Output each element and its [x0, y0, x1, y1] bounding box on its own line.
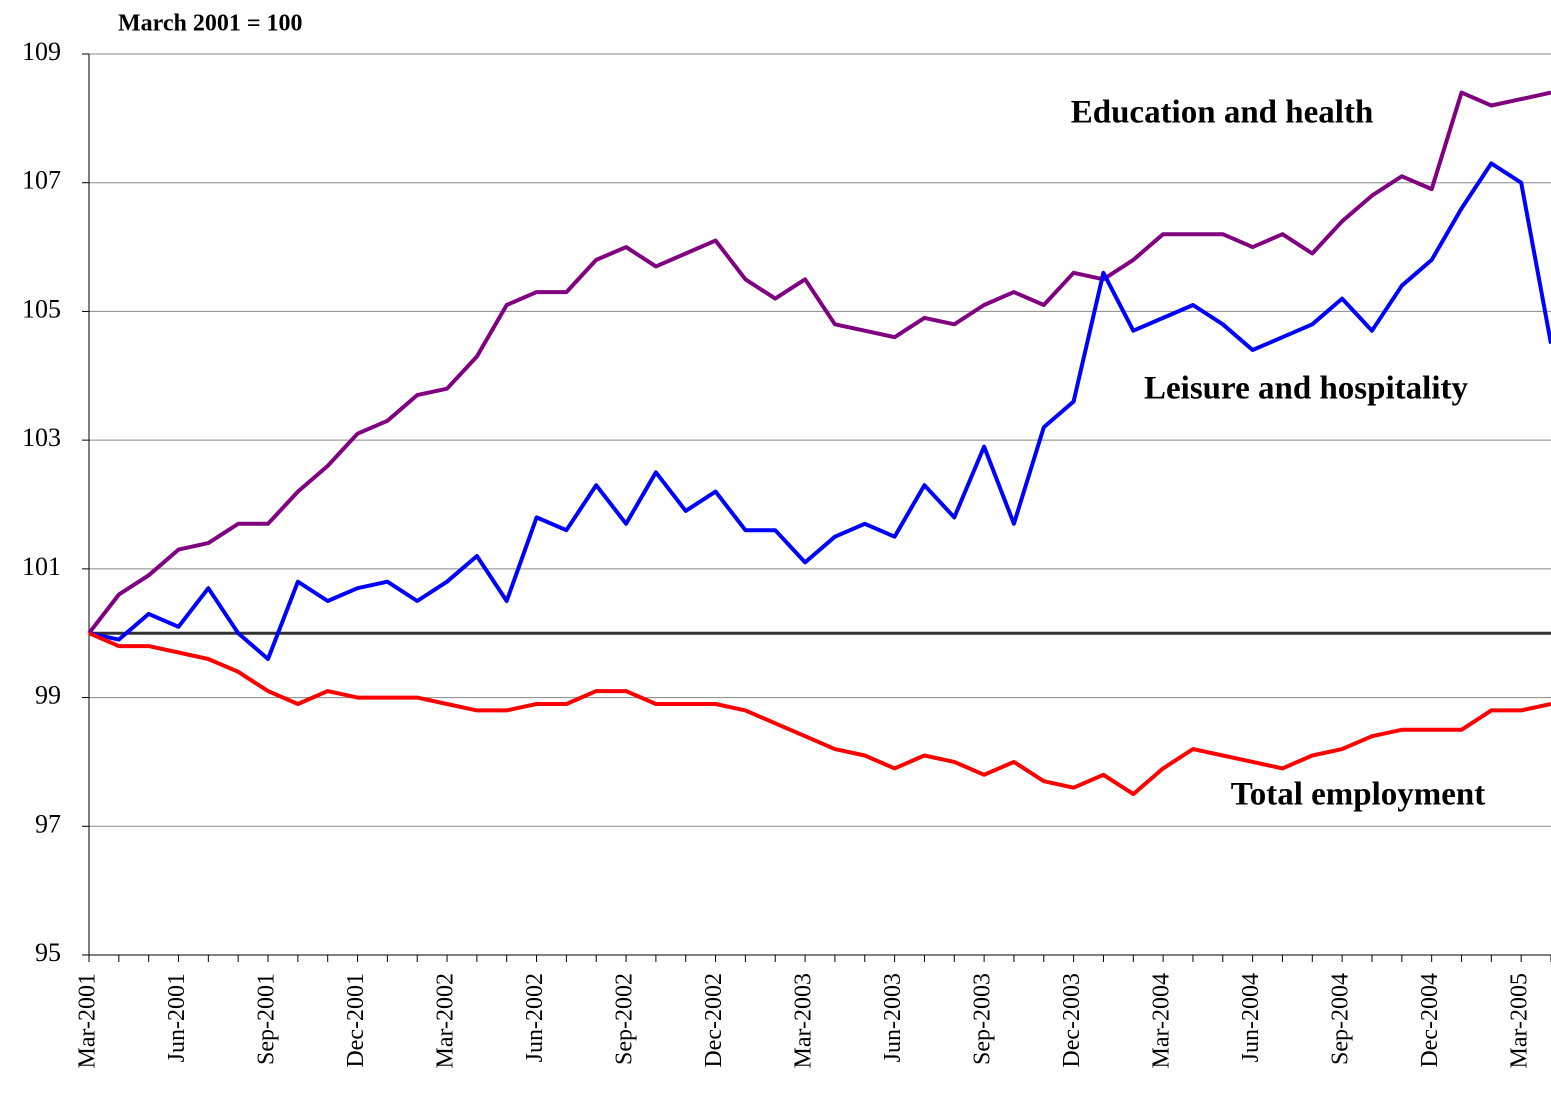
x-tick-label: Jun-2001 [164, 973, 190, 1062]
x-tick-label: Dec-2002 [701, 973, 727, 1068]
chart-subtitle: March 2001 = 100 [118, 11, 303, 37]
x-tick-label: Mar-2002 [433, 973, 459, 1069]
y-tick-label: 107 [22, 166, 61, 195]
series-label: Leisure and hospitality [1144, 371, 1468, 407]
x-tick-label: Jun-2002 [522, 973, 548, 1062]
x-tick-label: Sep-2003 [970, 973, 996, 1065]
y-tick-label: 101 [22, 552, 61, 581]
x-tick-label: Dec-2001 [343, 973, 369, 1068]
x-tick-label: Mar-2005 [1507, 973, 1533, 1069]
series-line [88, 631, 1551, 797]
x-tick-label: Dec-2003 [1059, 973, 1085, 1068]
y-tick-label: 109 [22, 37, 61, 66]
x-tick-label: Sep-2004 [1328, 973, 1354, 1065]
series-label: Total employment [1231, 777, 1486, 813]
x-tick-label: Sep-2002 [612, 973, 638, 1065]
y-tick-label: 97 [35, 809, 61, 838]
x-tick-label: Mar-2003 [791, 973, 817, 1069]
x-tick-label: Jun-2003 [880, 973, 906, 1062]
y-tick-label: 105 [22, 294, 61, 323]
series-line [88, 161, 1551, 661]
y-tick-label: 103 [22, 423, 61, 452]
series-line [87, 90, 1551, 635]
x-tick-label: Dec-2004 [1417, 973, 1443, 1068]
x-tick-label: Sep-2001 [254, 973, 280, 1065]
series-label: Education and health [1071, 95, 1374, 131]
y-tick-label: 99 [35, 681, 61, 710]
x-tick-label: Mar-2004 [1149, 973, 1175, 1069]
x-tick-label: Mar-2001 [75, 973, 101, 1069]
y-tick-label: 95 [35, 938, 61, 967]
x-tick-label: Jun-2004 [1238, 973, 1264, 1062]
